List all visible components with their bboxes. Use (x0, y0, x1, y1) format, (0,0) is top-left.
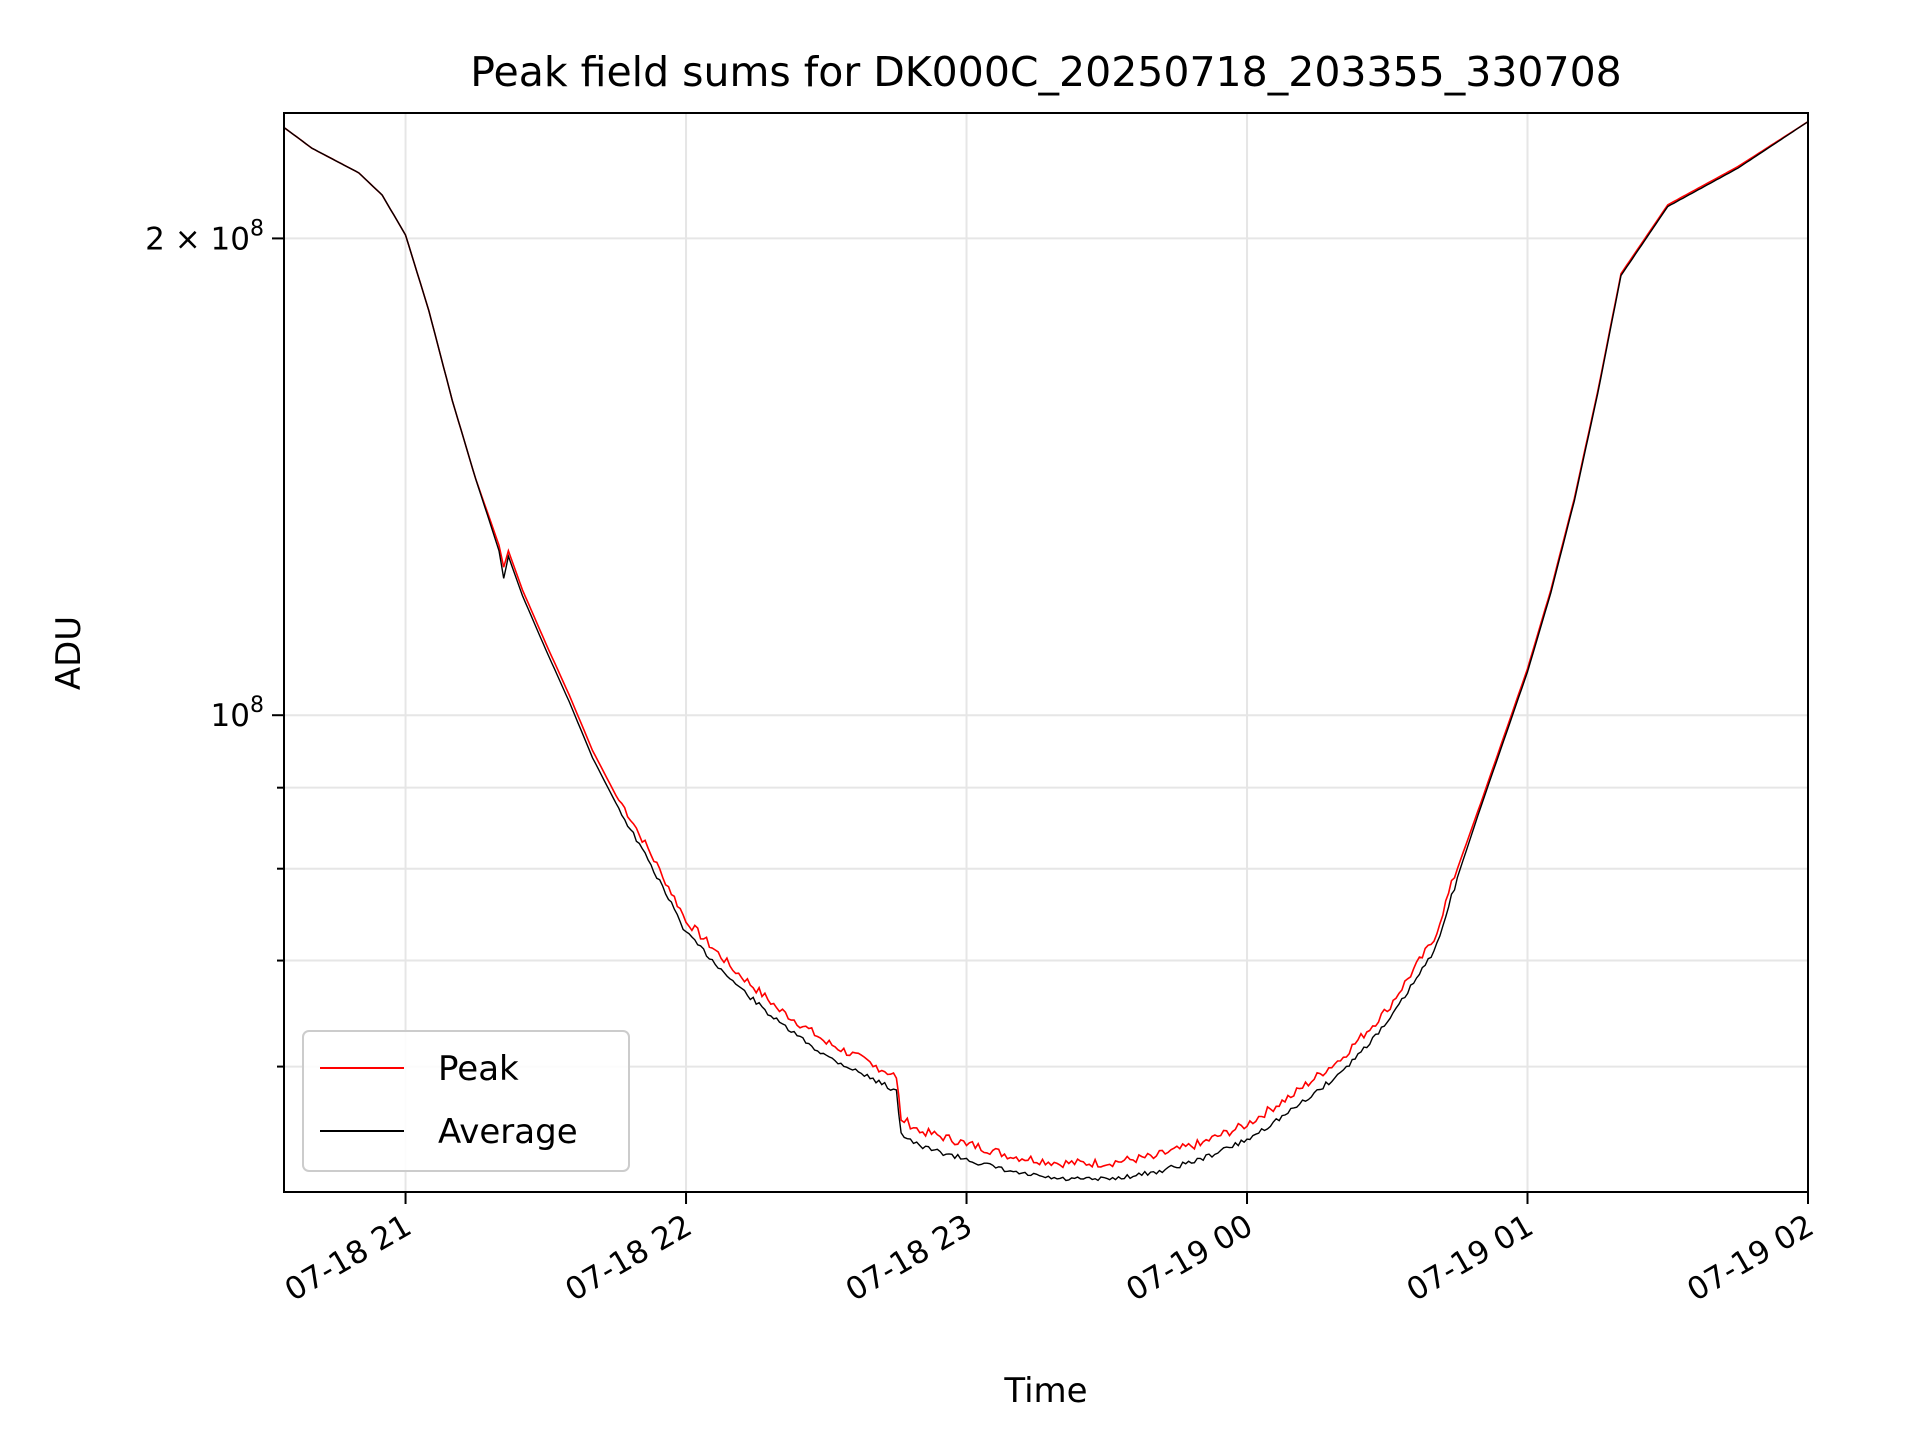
series-layer (284, 121, 1808, 1182)
series-line-peak (284, 121, 1808, 1169)
y-axis: 2 × 108 108 (145, 216, 284, 1068)
chart-title: Peak field sums for DK000C_20250718_2033… (470, 48, 1622, 96)
y-tick-label: 108 (211, 693, 264, 734)
y-tick-label: 2 × 108 (145, 216, 264, 257)
legend: Peak Average (302, 1030, 630, 1172)
legend-box (302, 1030, 630, 1172)
plot-frame (283, 112, 1809, 1193)
series-line-average (284, 121, 1808, 1182)
legend-peak-label: Peak (438, 1049, 519, 1089)
legend-average-label: Average (438, 1112, 578, 1152)
y-axis-label: ADU (49, 616, 89, 690)
plot-area (284, 121, 1808, 1182)
x-axis-label: Time (1003, 1371, 1087, 1411)
grid (284, 113, 1809, 1192)
